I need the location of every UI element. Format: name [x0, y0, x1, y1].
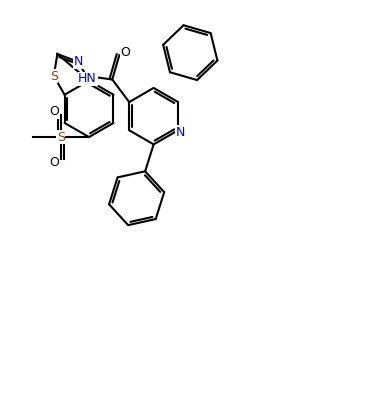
- Text: S: S: [50, 70, 58, 82]
- Text: O: O: [49, 105, 59, 118]
- Text: N: N: [74, 55, 83, 68]
- Text: N: N: [175, 126, 185, 139]
- Text: HN: HN: [78, 72, 97, 85]
- Text: O: O: [120, 45, 130, 59]
- Text: S: S: [57, 131, 65, 144]
- Text: O: O: [49, 156, 59, 169]
